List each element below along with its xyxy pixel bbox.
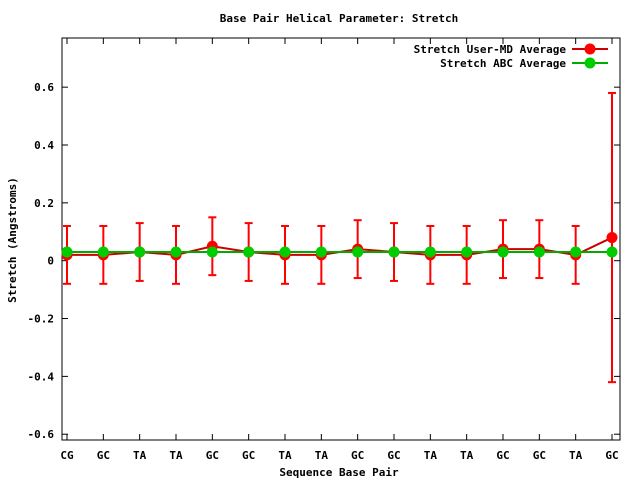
x-tick-label: GC: [206, 449, 219, 462]
x-axis: CG GC TA TA GC GC TA TA GC GC TA TA GC GC TA GC: [60, 38, 619, 462]
data-point: [606, 232, 618, 244]
data-point: [279, 246, 291, 258]
y-tick-label: 0.6: [34, 81, 54, 94]
x-tick-label: GC: [351, 449, 364, 462]
y-tick-label: 0.2: [34, 197, 54, 210]
data-point: [570, 246, 582, 258]
x-axis-label: Sequence Base Pair: [279, 466, 399, 479]
y-tick-label: -0.4: [28, 370, 55, 383]
data-point: [315, 246, 327, 258]
x-tick-label: TA: [424, 449, 438, 462]
x-tick-label: GC: [605, 449, 618, 462]
data-point: [134, 246, 146, 258]
x-tick-label: TA: [169, 449, 183, 462]
y-axis-label: Stretch (Angstroms): [6, 177, 19, 303]
legend-label: Stretch User-MD Average: [414, 43, 567, 56]
x-tick-label: TA: [278, 449, 292, 462]
x-tick-label: CG: [60, 449, 74, 462]
x-tick-label: GC: [97, 449, 110, 462]
y-tick-label: 0: [47, 255, 54, 268]
data-point: [497, 246, 509, 258]
plot-frame: [61, 37, 621, 441]
series-layer: [61, 91, 618, 384]
x-tick-label: TA: [460, 449, 474, 462]
y-axis: -0.6 -0.4 -0.2 0 0.2 0.4 0.6: [28, 81, 620, 441]
y-tick-label: 0.4: [34, 139, 54, 152]
legend-marker: [584, 43, 596, 55]
x-tick-label: TA: [315, 449, 329, 462]
x-tick-label: GC: [496, 449, 509, 462]
data-point: [97, 246, 109, 258]
series-2: [61, 246, 618, 258]
data-point: [424, 246, 436, 258]
legend-marker: [584, 57, 596, 69]
y-tick-label: -0.2: [28, 313, 55, 326]
x-tick-label: GC: [242, 449, 255, 462]
x-tick-label: TA: [569, 449, 583, 462]
data-point: [206, 246, 218, 258]
x-tick-label: TA: [133, 449, 147, 462]
data-point: [606, 246, 618, 258]
data-point: [388, 246, 400, 258]
chart-title: Base Pair Helical Parameter: Stretch: [220, 12, 458, 25]
x-tick-label: GC: [533, 449, 546, 462]
data-point: [170, 246, 182, 258]
data-point: [533, 246, 545, 258]
y-tick-label: -0.6: [28, 428, 55, 441]
data-point: [461, 246, 473, 258]
series-1: [61, 91, 618, 384]
legend-label: Stretch ABC Average: [440, 57, 566, 70]
data-point: [243, 246, 255, 258]
x-tick-label: GC: [387, 449, 400, 462]
data-point: [352, 246, 364, 258]
data-point: [61, 246, 73, 258]
